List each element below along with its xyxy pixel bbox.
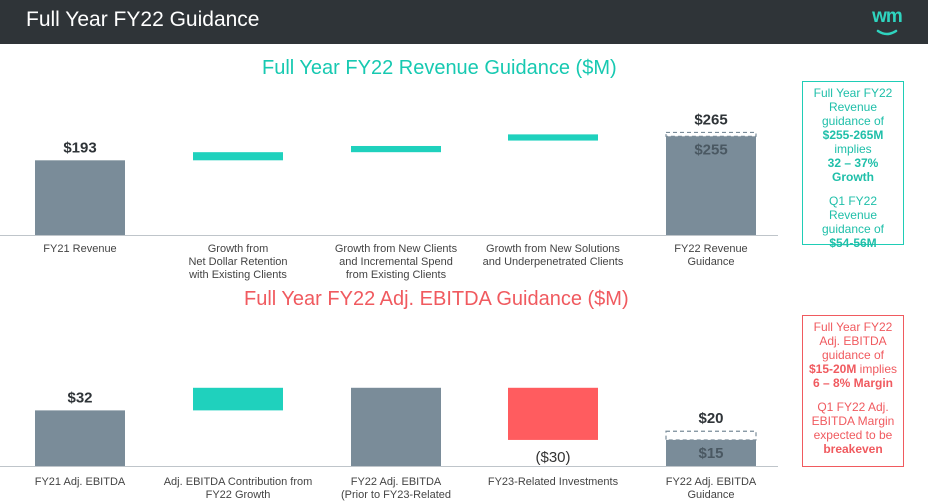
bar: [351, 145, 441, 153]
category-label: FY21 Revenue: [43, 243, 116, 255]
category-label: FY23-Related Investments: [488, 476, 619, 488]
logo-text: wm: [872, 6, 903, 27]
callout-line: guidance of: [821, 348, 885, 362]
callout-value: Growth: [832, 170, 874, 184]
category-label: Adj. EBITDA Contribution from: [164, 476, 313, 488]
revenue-chart-title: Full Year FY22 Revenue Guidance ($M): [262, 57, 617, 79]
data-label: $32: [67, 389, 92, 406]
category-label: and Incremental Spend: [339, 256, 453, 268]
data-label: $255: [694, 141, 727, 158]
category-label: FY22 Revenue: [674, 243, 747, 255]
category-label: FY22 Adj. EBITDA: [666, 476, 757, 488]
data-label: $265: [694, 111, 727, 128]
callout-line: Adj. EBITDA: [819, 334, 887, 348]
callout-line: $15-20M implies: [806, 362, 900, 376]
category-label: with Existing Clients: [188, 269, 287, 281]
category-label: FY22 Growth: [206, 489, 271, 501]
ebitda-waterfall-chart: $32 FY21 Adj. EBITDA Adj. EBITDA Contribut…: [0, 387, 778, 501]
bar: [193, 152, 283, 161]
callout-line: EBITDA Margin: [811, 414, 895, 428]
page-title: Full Year FY22 Guidance: [26, 8, 260, 31]
callout-line: Q1 FY22 Adj.: [817, 400, 889, 414]
callout-line: Q1 FY22 Revenue: [828, 194, 878, 222]
data-label: $20: [698, 410, 723, 427]
category-label: Growth from New Clients: [335, 243, 458, 255]
ebitda-chart-title: Full Year FY22 Adj. EBITDA Guidance ($M): [244, 288, 629, 310]
callout-line: breakeven: [806, 442, 900, 456]
data-label: $15: [698, 445, 723, 462]
callout-value: 6 – 8% Margin: [812, 376, 894, 390]
category-label: Guidance: [687, 256, 734, 268]
category-label: FY22 Adj. EBITDA: [351, 476, 442, 488]
ebitda-guidance-callout: Full Year FY22 Adj. EBITDA guidance of $…: [802, 315, 904, 467]
category-label: Growth from New Solutions: [486, 243, 620, 255]
bar: [666, 136, 756, 235]
logo-smile-icon: [876, 29, 898, 36]
callout-text: implies: [856, 362, 898, 376]
callout-line: 32 – 37%: [806, 156, 900, 170]
callout-value: $15-20M: [808, 362, 857, 376]
header-bar: Full Year FY22 Guidance wm: [0, 0, 928, 44]
callout-line: $255-265M: [806, 128, 900, 142]
category-label: Net Dollar Retention: [188, 256, 287, 268]
company-logo: wm: [866, 6, 908, 38]
category-label: Guidance: [687, 489, 734, 501]
callout-value: 32 – 37%: [827, 156, 879, 170]
bar-dashed-range: [665, 131, 757, 137]
callout-line: Full Year FY22: [813, 320, 893, 334]
data-label: ($30): [535, 449, 570, 466]
callout-value: $255-265M: [822, 128, 884, 142]
category-label: (Prior to FY23-Related: [341, 489, 451, 501]
bar: [193, 387, 283, 411]
callout-line: Growth: [806, 170, 900, 184]
callout-line: implies: [834, 142, 872, 156]
revenue-guidance-callout: Full Year FY22 Revenue guidance of $255-…: [802, 81, 904, 250]
bar: [351, 387, 441, 466]
callout-line: Revenue: [828, 100, 878, 114]
callout-value: $54-56M: [829, 236, 877, 250]
data-label: $193: [63, 139, 96, 156]
callout-value: breakeven: [823, 442, 883, 456]
callout-line: expected to be: [813, 428, 893, 442]
bar: [508, 134, 598, 141]
callout-line: guidance of: [821, 222, 885, 236]
callout-line: $54-56M: [806, 236, 900, 250]
callout-line: guidance of: [821, 114, 885, 128]
bar: [508, 387, 598, 440]
category-label: from Existing Clients: [346, 269, 447, 281]
category-label: and Underpenetrated Clients: [483, 256, 624, 268]
bar-dashed-range: [665, 430, 757, 441]
category-label: Growth from: [208, 243, 269, 255]
bar: [666, 439, 756, 466]
callout-line: 6 – 8% Margin: [806, 376, 900, 390]
category-label: FY21 Adj. EBITDA: [35, 476, 126, 488]
bar: [35, 410, 125, 466]
bar: [35, 160, 125, 235]
callout-line: Full Year FY22: [813, 86, 893, 100]
